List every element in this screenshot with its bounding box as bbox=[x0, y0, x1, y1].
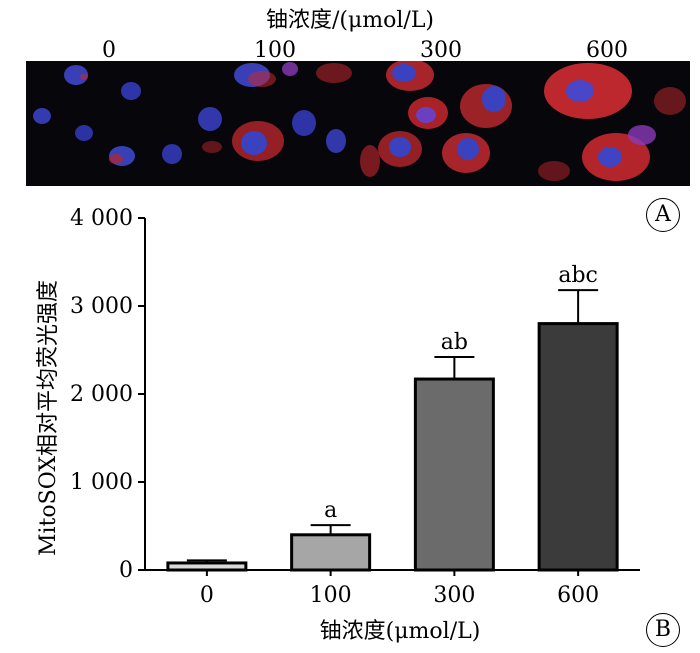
bar-chart: MitoSOX相对平均荧光强度 铀浓度(μmol/L) 0 1 000 2 000 3… bbox=[36, 206, 640, 644]
x-tick-label: 600 bbox=[557, 583, 599, 608]
y-tick-label: 1 000 bbox=[70, 470, 133, 495]
bar bbox=[166, 561, 248, 572]
micrograph-0 bbox=[26, 61, 192, 186]
micrograph-header-title: 铀浓度/(μmol/L) bbox=[265, 8, 435, 33]
x-tick-label: 0 bbox=[200, 583, 214, 608]
x-axis-label: 铀浓度(μmol/L) bbox=[320, 619, 481, 644]
micrograph-600 bbox=[524, 61, 690, 186]
dose-label-300: 300 bbox=[420, 38, 462, 63]
significance-label: ab bbox=[441, 330, 468, 355]
panel-label-b: B bbox=[646, 613, 680, 647]
panel-label-a: A bbox=[646, 198, 680, 232]
bar bbox=[413, 377, 495, 572]
dose-label-100: 100 bbox=[254, 38, 296, 63]
y-tick-label: 0 bbox=[119, 558, 133, 583]
significance-label: a bbox=[324, 498, 337, 523]
micrograph-300 bbox=[358, 61, 524, 186]
bar bbox=[290, 533, 372, 572]
significance-label: abc bbox=[558, 263, 598, 288]
dose-label-600: 600 bbox=[586, 38, 628, 63]
y-tick-label: 3 000 bbox=[70, 294, 133, 319]
y-tick-label: 4 000 bbox=[70, 206, 133, 231]
y-tick-label: 2 000 bbox=[70, 382, 133, 407]
dose-label-0: 0 bbox=[102, 38, 116, 63]
x-tick-label: 300 bbox=[433, 583, 475, 608]
x-tick-label: 100 bbox=[310, 583, 352, 608]
bar bbox=[537, 322, 619, 572]
y-axis-label: MitoSOX相对平均荧光强度 bbox=[36, 280, 61, 556]
micrograph-100 bbox=[192, 61, 358, 186]
